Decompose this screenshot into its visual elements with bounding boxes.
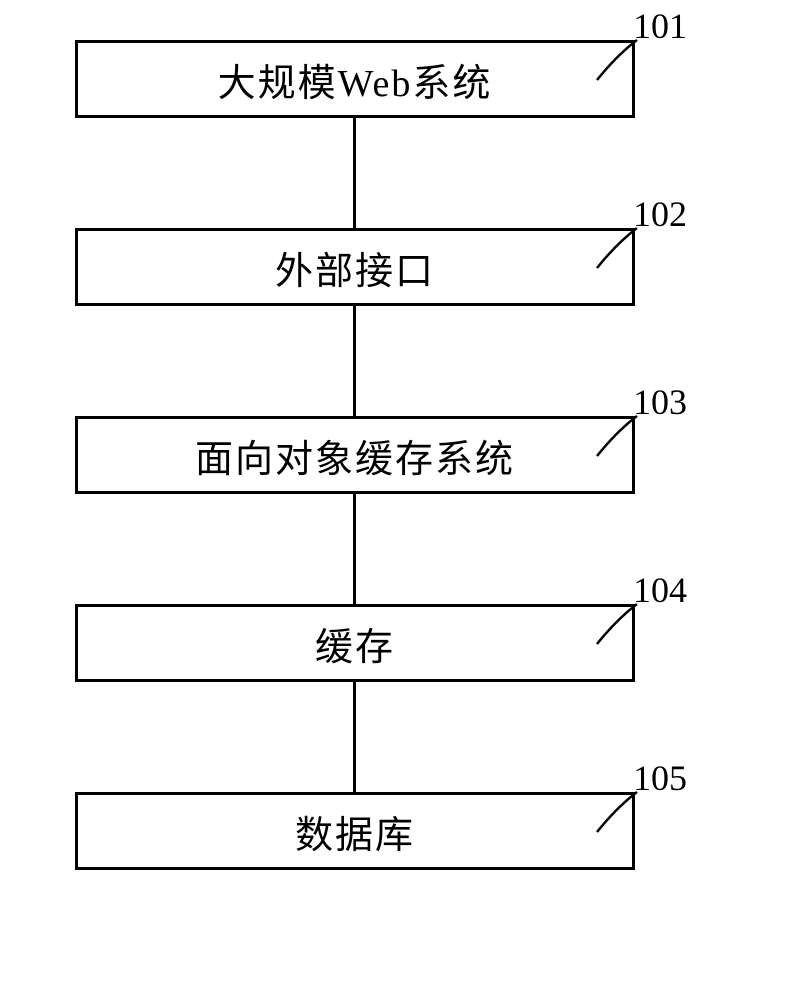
- node-row: 101 大规模Web系统: [75, 40, 695, 118]
- node-web-system: 101 大规模Web系统: [75, 40, 635, 118]
- node-database: 105 数据库: [75, 792, 635, 870]
- node-row: 103 面向对象缓存系统: [75, 416, 695, 494]
- connector-line: [353, 118, 356, 228]
- ref-number: 104: [633, 569, 687, 611]
- ref-number: 102: [633, 193, 687, 235]
- node-external-interface: 102 外部接口: [75, 228, 635, 306]
- node-label: 缓存: [315, 616, 395, 671]
- node-label: 大规模Web系统: [218, 52, 493, 107]
- connector-line: [353, 306, 356, 416]
- node-oo-cache-system: 103 面向对象缓存系统: [75, 416, 635, 494]
- ref-number: 103: [633, 381, 687, 423]
- ref-number: 101: [633, 5, 687, 47]
- node-label: 面向对象缓存系统: [195, 428, 515, 483]
- connector-line: [353, 682, 356, 792]
- node-row: 104 缓存: [75, 604, 695, 682]
- ref-number: 105: [633, 757, 687, 799]
- node-label: 数据库: [295, 804, 415, 859]
- node-label: 外部接口: [275, 240, 435, 295]
- flowchart-diagram: 101 大规模Web系统 102 外部接口 103 面向对象缓存系统: [75, 40, 695, 870]
- node-row: 102 外部接口: [75, 228, 695, 306]
- connector-line: [353, 494, 356, 604]
- node-cache: 104 缓存: [75, 604, 635, 682]
- node-row: 105 数据库: [75, 792, 695, 870]
